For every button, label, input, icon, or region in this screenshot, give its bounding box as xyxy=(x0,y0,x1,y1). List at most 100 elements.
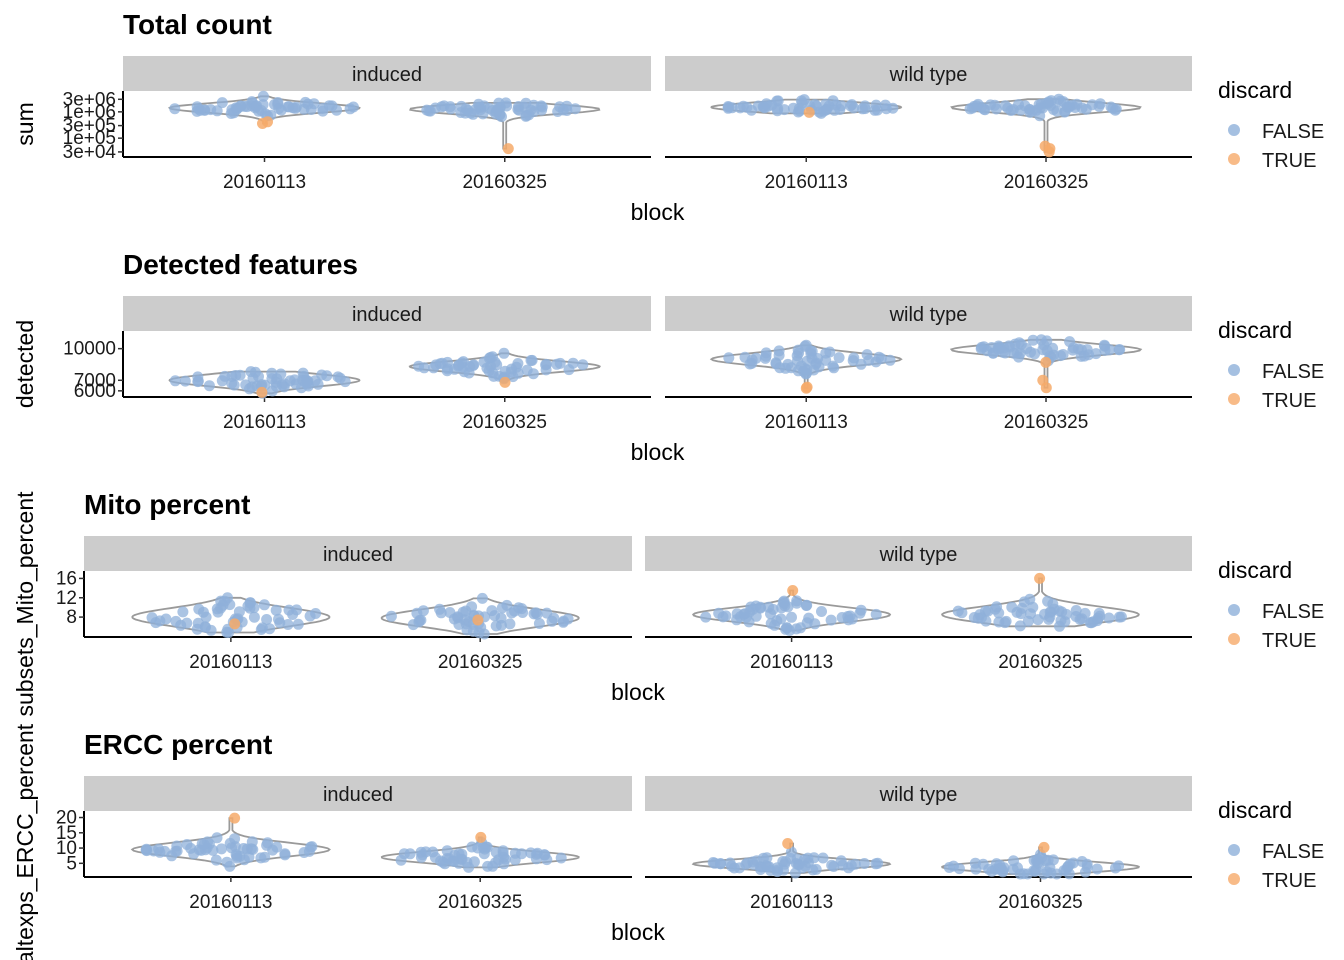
point-false xyxy=(460,103,472,115)
point-false xyxy=(292,618,304,630)
point-false xyxy=(438,100,450,112)
point-false xyxy=(1091,863,1103,875)
y-axis-title: altexps_ERCC_percent xyxy=(12,723,38,960)
legend: discard FALSE TRUE xyxy=(1218,797,1324,892)
x-tick-label: 20160113 xyxy=(750,892,833,913)
point-false xyxy=(256,379,268,391)
point-false xyxy=(257,90,269,102)
point-false xyxy=(541,854,553,866)
point-false xyxy=(1055,95,1066,107)
point-false xyxy=(496,602,508,614)
x-tick-label: 20160113 xyxy=(765,172,848,193)
chart-title: ERCC percent xyxy=(84,729,272,760)
point-false xyxy=(1105,101,1117,113)
point-false xyxy=(1079,866,1091,878)
point-false xyxy=(261,614,273,625)
point-false xyxy=(741,101,753,113)
point-false xyxy=(1113,344,1125,356)
y-tick-label: 3e+05 xyxy=(63,116,116,137)
y-tick-label: 3e+04 xyxy=(63,142,117,163)
point-false xyxy=(525,355,537,366)
point-false xyxy=(179,375,191,387)
legend-key-true xyxy=(1228,873,1240,885)
point-false xyxy=(997,346,1009,358)
point-false xyxy=(1103,612,1115,624)
point-false xyxy=(762,861,774,873)
point-true xyxy=(1034,572,1046,584)
point-false xyxy=(221,856,233,868)
point-false xyxy=(473,98,485,110)
facet-strip-label: induced xyxy=(352,64,422,86)
x-tick-label: 20160325 xyxy=(998,652,1083,673)
x-tick-label: 20160325 xyxy=(438,892,523,913)
facet-strip xyxy=(645,776,1192,811)
point-false xyxy=(282,619,294,630)
point-false xyxy=(1071,98,1083,110)
y-tick-label: 1e+05 xyxy=(63,128,116,149)
point-false xyxy=(275,368,287,380)
legend: discard FALSE TRUE xyxy=(1218,317,1324,412)
point-false xyxy=(216,843,227,855)
point-false xyxy=(316,369,328,381)
x-axis-title: block xyxy=(631,439,685,465)
x-axis-title: block xyxy=(611,919,665,945)
point-true xyxy=(1038,841,1050,853)
legend-label: TRUE xyxy=(1262,870,1316,892)
y-tick-label: 8 xyxy=(66,607,77,628)
legend-key-false xyxy=(1228,604,1240,616)
point-false xyxy=(858,858,870,869)
legend-key-true xyxy=(1228,393,1240,405)
point-false xyxy=(205,104,217,116)
point-false xyxy=(870,858,882,870)
point-false xyxy=(1034,102,1046,114)
point-false xyxy=(846,99,858,111)
point-false xyxy=(569,103,581,115)
point-false xyxy=(273,103,285,115)
point-false xyxy=(974,609,986,621)
point-false xyxy=(972,98,984,110)
point-false xyxy=(1022,868,1034,880)
point-false xyxy=(233,606,245,618)
point-true xyxy=(256,386,268,398)
point-false xyxy=(1076,856,1088,867)
point-false xyxy=(723,352,735,364)
x-tick-label: 20160325 xyxy=(1004,172,1089,193)
facet-strip xyxy=(665,296,1192,331)
point-false xyxy=(715,858,727,870)
point-false xyxy=(498,347,510,359)
point-false xyxy=(435,855,447,867)
point-false xyxy=(843,862,854,874)
point-true xyxy=(1040,382,1052,394)
point-false xyxy=(722,101,734,112)
point-false xyxy=(1011,347,1023,359)
point-false xyxy=(310,608,322,619)
point-false xyxy=(188,848,200,860)
point-false xyxy=(456,848,468,860)
facet-panel-1: wild type 20160113 20160325 xyxy=(645,776,1192,913)
legend-key-true xyxy=(1228,633,1240,645)
point-false xyxy=(273,613,284,625)
point-false xyxy=(244,383,255,395)
point-false xyxy=(999,617,1011,629)
legend-key-false xyxy=(1228,124,1240,136)
point-false xyxy=(210,854,222,866)
point-false xyxy=(1098,339,1110,351)
facet-panel-1: wild type 20160113 20160325 xyxy=(665,56,1192,193)
point-false xyxy=(300,377,312,389)
point-false xyxy=(490,620,502,632)
point-false xyxy=(854,607,866,619)
point-false xyxy=(1011,606,1023,618)
point-false xyxy=(817,852,829,864)
point-false xyxy=(989,99,1001,111)
facet-strip-label: induced xyxy=(323,544,393,566)
point-false xyxy=(987,347,999,359)
facet-panel-0: induced 20160113 20160325 xyxy=(84,776,632,913)
facet-strip xyxy=(645,536,1192,571)
point-false xyxy=(731,608,743,620)
point-false xyxy=(248,611,260,623)
legend-label: FALSE xyxy=(1262,121,1324,143)
point-false xyxy=(504,618,516,630)
point-false xyxy=(262,837,274,849)
x-axis-title: block xyxy=(611,679,665,705)
point-false xyxy=(1064,336,1076,348)
